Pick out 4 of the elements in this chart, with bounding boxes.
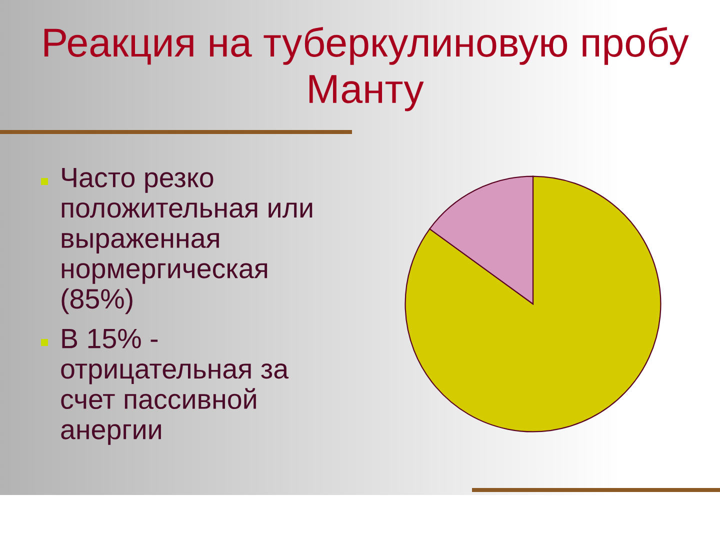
pie-slice [404, 176, 662, 432]
chart-title: Реакция на туберкулиновую пробу Манту [44, 27, 689, 112]
text: В 15% - отрицательная за счет пассивной анергии [61, 328, 289, 445]
text: Часто резко положительная или выраженная нормергическая (85%) [62, 168, 312, 314]
